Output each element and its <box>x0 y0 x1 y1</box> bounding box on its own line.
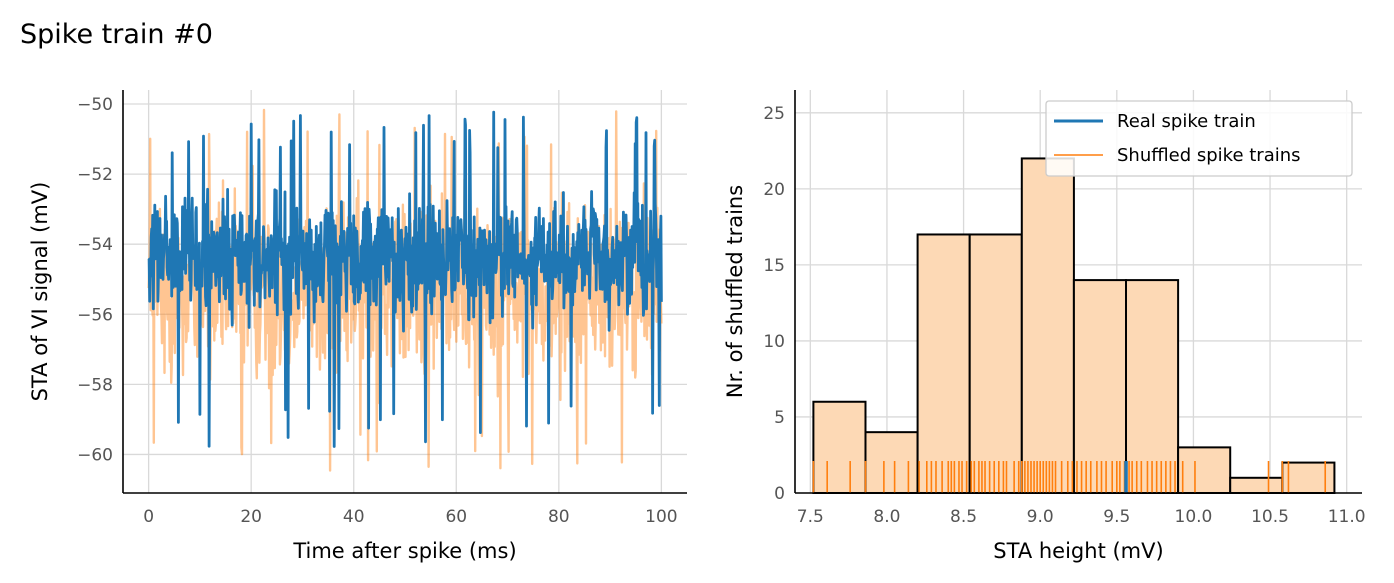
left-axes <box>122 90 687 494</box>
sta-trace-panel: 0 20 40 60 80 100 −50 −52 −54 −56 −58 −60 Time afte… <box>28 90 687 563</box>
y-tick-label: 20 <box>763 180 785 200</box>
x-tick-label: 10.0 <box>1175 507 1213 527</box>
figure-title: Spike train #0 <box>20 19 213 50</box>
x-tick-label: 8.0 <box>873 507 900 527</box>
y-tick-label: −54 <box>77 235 113 255</box>
x-tick-label: 9.0 <box>1027 507 1054 527</box>
x-tick-label: 80 <box>548 507 570 527</box>
rug-marks <box>812 461 1327 493</box>
x-tick-label: 60 <box>445 507 467 527</box>
legend-box <box>1045 100 1353 177</box>
real-sta-line <box>147 110 663 448</box>
x-tick-label: 8.5 <box>950 507 977 527</box>
y-tick-label: −56 <box>77 305 113 325</box>
y-tick-label: −52 <box>77 165 113 185</box>
histogram-bar <box>1020 157 1075 494</box>
y-tick-label: 0 <box>774 484 785 504</box>
left-tick-labels: 0 20 40 60 80 100 −50 −52 −54 −56 −58 −60 <box>77 95 677 527</box>
right-tick-labels: 7.5 8.0 8.5 9.0 9.5 10.0 10.5 11.0 0 5 10 15 20 25 <box>763 104 1365 527</box>
y-tick-label: 15 <box>763 256 785 276</box>
legend-label-real: Real spike train <box>1117 111 1256 132</box>
histogram-bar <box>1229 476 1284 494</box>
x-tick-label: 100 <box>645 507 677 527</box>
histogram-bars <box>812 157 1336 495</box>
y-tick-label: 5 <box>774 408 785 428</box>
y-tick-label: 25 <box>763 104 785 124</box>
x-tick-label: 40 <box>343 507 365 527</box>
histogram-bar <box>1072 279 1128 494</box>
histogram-bar <box>1281 461 1336 494</box>
left-y-axis-label: STA of VI signal (mV) <box>28 182 52 402</box>
right-x-axis-label: STA height (mV) <box>993 539 1163 563</box>
y-tick-label: −50 <box>77 95 113 115</box>
histogram-bar <box>1177 446 1232 494</box>
histogram-bar <box>812 400 867 495</box>
histogram-bar <box>916 233 971 494</box>
y-tick-label: 10 <box>763 332 785 352</box>
y-tick-label: −58 <box>77 375 113 395</box>
legend-label-shuffled: Shuffled spike trains <box>1117 145 1301 166</box>
x-tick-label: 20 <box>240 507 262 527</box>
x-tick-label: 11.0 <box>1328 507 1366 527</box>
x-tick-label: 10.5 <box>1251 507 1289 527</box>
x-tick-label: 9.5 <box>1103 507 1130 527</box>
right-axes <box>794 90 1362 494</box>
x-tick-label: 0 <box>143 507 154 527</box>
left-series <box>147 108 663 472</box>
histogram-bar <box>968 233 1023 494</box>
sta-height-histogram-panel: 7.5 8.0 8.5 9.0 9.5 10.0 10.5 11.0 0 5 10 15 20 25 ST… <box>723 90 1366 563</box>
y-tick-label: −60 <box>77 445 113 465</box>
right-y-axis-label: Nr. of shuffled trains <box>723 185 747 398</box>
legend: Real spike train Shuffled spike trains <box>1045 100 1353 177</box>
left-x-axis-label: Time after spike (ms) <box>292 539 516 563</box>
x-tick-label: 7.5 <box>797 507 824 527</box>
histogram-bar <box>864 431 919 494</box>
